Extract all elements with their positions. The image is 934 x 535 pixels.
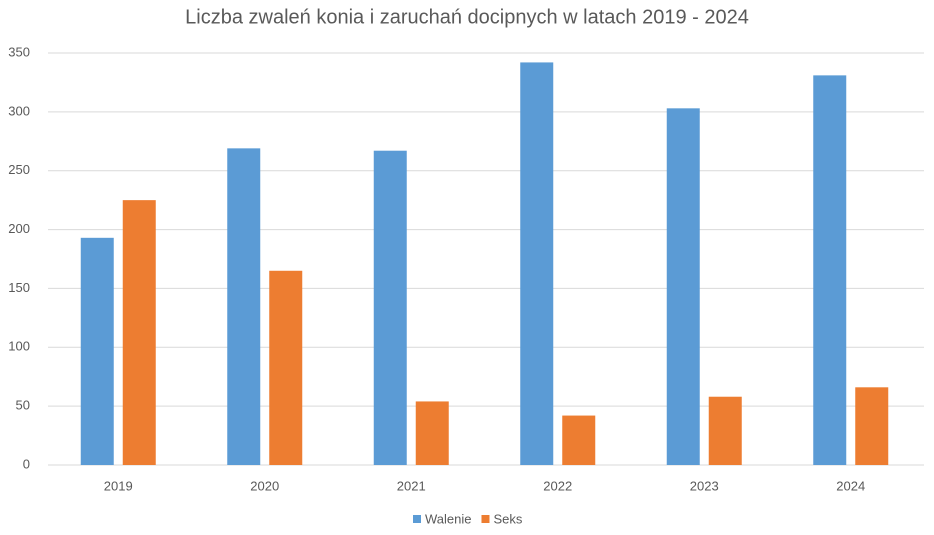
y-tick-label: 0: [23, 456, 30, 471]
bar: [415, 401, 449, 465]
y-tick-label: 300: [8, 103, 30, 118]
y-tick-label: 250: [8, 162, 30, 177]
bar: [813, 75, 847, 465]
bar: [855, 387, 889, 465]
bar: [666, 108, 700, 465]
chart-title: Liczba zwaleń konia i zaruchań docipnych…: [185, 6, 749, 28]
x-tick-label: 2023: [690, 478, 719, 493]
bar: [562, 415, 596, 465]
bar: [373, 150, 407, 465]
legend-label: Seks: [493, 511, 522, 526]
x-tick-label: 2020: [250, 478, 279, 493]
y-tick-label: 50: [16, 398, 30, 413]
y-tick-label: 200: [8, 221, 30, 236]
y-tick-label: 150: [8, 280, 30, 295]
legend-swatch: [413, 515, 421, 523]
x-tick-label: 2022: [543, 478, 572, 493]
bar: [520, 62, 554, 465]
bar: [269, 270, 303, 465]
x-tick-label: 2021: [397, 478, 426, 493]
bar: [80, 237, 114, 465]
y-tick-label: 100: [8, 339, 30, 354]
legend-label: Walenie: [425, 511, 471, 526]
bar: [122, 200, 156, 465]
bar: [227, 148, 261, 465]
legend-swatch: [481, 515, 490, 523]
y-tick-label: 350: [8, 44, 30, 59]
bar: [708, 396, 742, 465]
x-tick-label: 2019: [104, 478, 133, 493]
x-tick-label: 2024: [836, 478, 865, 493]
